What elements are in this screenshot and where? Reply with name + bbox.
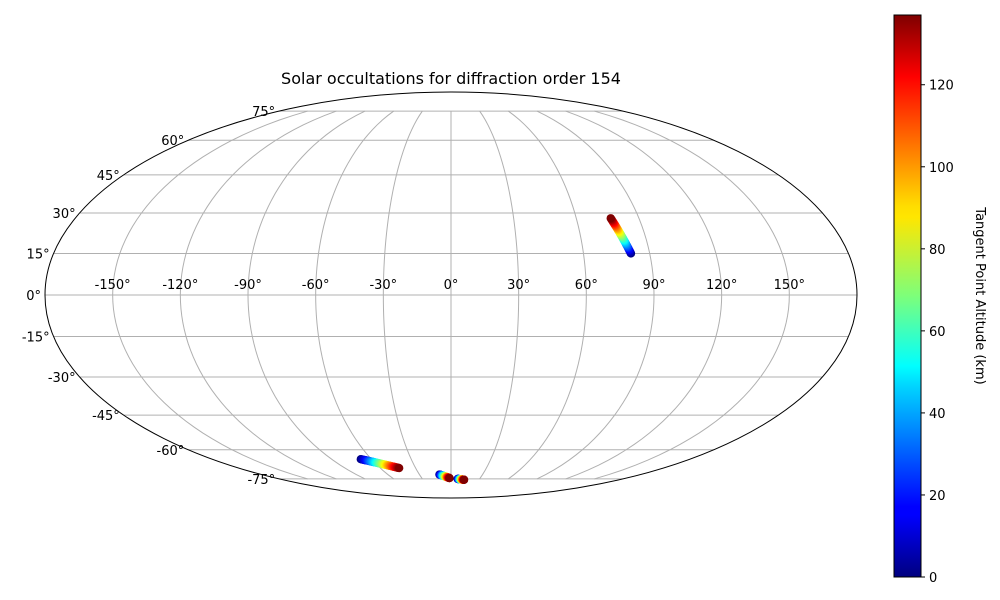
grid-meridian (247, 110, 366, 480)
longitude-tick-label: 120° (706, 278, 737, 293)
data-point (459, 475, 469, 484)
colorbar-tick-label: 40 (929, 407, 946, 422)
latitude-tick-label: 0° (26, 289, 41, 304)
longitude-tick-label: -90° (234, 278, 262, 293)
data-point (394, 463, 404, 473)
longitude-tick-label: 0° (444, 278, 459, 293)
latitude-tick-label: 45° (97, 169, 120, 184)
grid-meridian (565, 110, 723, 480)
data-point (445, 473, 454, 483)
latitude-tick-label: 15° (27, 247, 50, 262)
grid-meridian (112, 110, 308, 480)
occultation-track (356, 454, 404, 473)
grid-meridian (594, 110, 790, 480)
data-point (606, 214, 615, 223)
grid-meridian (479, 110, 520, 480)
colorbar-tick-label: 100 (929, 161, 954, 176)
latitude-tick-label: -30° (48, 371, 76, 386)
chart-title: Solar occultations for diffraction order… (281, 69, 621, 88)
colorbar-tick-label: 120 (929, 79, 954, 94)
map-boundary (44, 91, 858, 499)
longitude-tick-label: -120° (162, 278, 198, 293)
latitude-tick-label: -15° (22, 331, 50, 346)
colorbar-ticks: 0 20 40 60 80 100 120 (921, 79, 954, 586)
map-grid (45, 110, 857, 480)
occultation-track (606, 214, 636, 258)
latitude-tick-label: 30° (53, 207, 76, 222)
colorbar-tick-label: 20 (929, 489, 946, 504)
grid-meridian (315, 110, 395, 480)
longitude-tick-label: 90° (642, 278, 665, 293)
colorbar-tick-label: 0 (929, 571, 937, 586)
latitude-tick-labels: 75° 60° 45° 30° 15° 0° -15° -30° -45° -60° -75° (22, 105, 275, 488)
latitude-tick-label: 75° (252, 105, 275, 120)
longitude-tick-label: 30° (507, 278, 530, 293)
grid-meridian (382, 110, 423, 480)
colorbar-tick-label: 80 (929, 243, 946, 258)
longitude-tick-label: 60° (575, 278, 598, 293)
longitude-tick-label: -150° (95, 278, 131, 293)
grid-meridian (179, 110, 337, 480)
colorbar (893, 14, 922, 578)
latitude-tick-label: -75° (247, 473, 275, 488)
latitude-tick-label: -45° (92, 409, 120, 424)
data-points (356, 214, 636, 484)
colorbar-tick-label: 60 (929, 325, 946, 340)
grid-meridian (507, 110, 587, 480)
longitude-tick-label: -60° (302, 278, 330, 293)
grid-meridian (536, 110, 655, 480)
longitude-tick-label: -30° (369, 278, 397, 293)
latitude-tick-label: -60° (157, 444, 185, 459)
longitude-tick-labels: -150° -120° -90° -60° -30° 0° 30° 60° 90° 120° 150… (95, 278, 805, 293)
colorbar-label: Tangent Point Altitude (km) (972, 206, 987, 384)
latitude-tick-label: 60° (161, 134, 184, 149)
occultation-track (453, 474, 469, 484)
occultation-track (435, 470, 454, 483)
longitude-tick-label: 150° (774, 278, 805, 293)
